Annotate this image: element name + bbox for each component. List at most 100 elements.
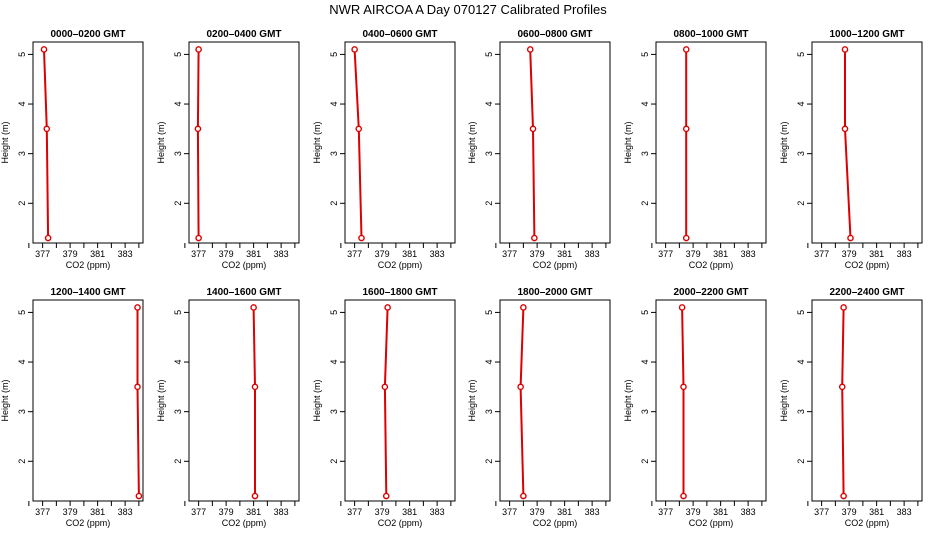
profile-point <box>680 492 687 500</box>
panel-title: 1800–2000 GMT <box>517 287 592 298</box>
profile-point <box>526 46 534 53</box>
panel-7: 1200–1400 GMT 377 379 381 383 2 3 4 5 CO2 (ppm) He… <box>0 287 144 528</box>
profile-point <box>194 125 202 133</box>
y-axis-label: Height (m) <box>779 379 789 421</box>
x-tick-label: 383 <box>430 507 445 517</box>
x-axis-label: CO2 (ppm) <box>845 518 890 528</box>
plot-frame <box>32 299 144 502</box>
profile-line <box>353 49 363 239</box>
y-axis-label: Height (m) <box>467 121 477 163</box>
profile-point <box>251 492 259 500</box>
panel-title: 0000–0200 GMT <box>50 29 125 40</box>
profile-point <box>682 46 690 53</box>
profile-point <box>840 492 847 500</box>
x-tick-label: 377 <box>814 507 829 517</box>
x-tick-label: 381 <box>402 249 417 259</box>
y-tick-label: 5 <box>329 52 339 57</box>
x-axis-label: CO2 (ppm) <box>533 260 578 270</box>
x-tick-label: 381 <box>402 507 417 517</box>
profile-line <box>841 307 845 497</box>
plot-frame <box>188 299 300 502</box>
x-tick-label: 377 <box>658 507 673 517</box>
profile-line <box>43 49 50 239</box>
x-axis-label: CO2 (ppm) <box>378 518 423 528</box>
y-tick-label: 4 <box>484 360 494 365</box>
profile-point <box>351 46 358 53</box>
profile-point <box>680 383 687 391</box>
x-tick-label: 377 <box>814 249 829 259</box>
x-tick-label: 381 <box>90 507 105 517</box>
x-tick-label: 379 <box>842 249 857 259</box>
profile-line <box>681 307 685 496</box>
y-tick-label: 4 <box>640 102 650 107</box>
plot-frame <box>499 299 611 502</box>
y-tick-label: 4 <box>796 102 806 107</box>
y-tick-label: 3 <box>173 151 183 156</box>
x-tick-label: 383 <box>274 507 289 517</box>
y-tick-label: 4 <box>796 360 806 365</box>
x-tick-label: 381 <box>90 249 105 259</box>
profile-point <box>529 125 537 133</box>
profile-line <box>252 307 256 496</box>
x-tick-label: 377 <box>347 249 362 259</box>
x-tick-label: 381 <box>713 507 728 517</box>
profile-point <box>838 383 846 391</box>
panel-6: 1000–1200 GMT 377 379 381 383 2 3 4 5 CO2 (ppm) He… <box>779 29 923 270</box>
profile-point <box>40 46 48 53</box>
panel-10: 1800–2000 GMT 377 379 381 383 2 3 4 5 CO2 (ppm) He… <box>467 287 611 528</box>
profile-line <box>196 49 200 239</box>
profile-line <box>844 49 852 239</box>
panel-8: 1400–1600 GMT 377 379 381 383 2 3 4 5 CO2 (ppm) He… <box>156 287 300 528</box>
y-tick-label: 5 <box>173 52 183 57</box>
panel-title: 1600–1800 GMT <box>362 287 437 298</box>
x-tick-label: 381 <box>246 249 261 259</box>
profile-point <box>520 304 527 311</box>
plot-frame <box>499 41 611 244</box>
panel-title: 0400–0600 GMT <box>362 29 437 40</box>
x-tick-label: 379 <box>530 249 545 259</box>
profile-point <box>678 304 686 311</box>
profile-point <box>517 383 524 391</box>
plot-frame <box>811 299 923 502</box>
x-tick-label: 377 <box>35 507 50 517</box>
y-tick-label: 4 <box>173 360 183 365</box>
y-axis-label: Height (m) <box>623 379 633 421</box>
x-axis-label: CO2 (ppm) <box>66 260 111 270</box>
y-axis-label: Height (m) <box>156 379 166 421</box>
x-axis-label: CO2 (ppm) <box>222 518 267 528</box>
profile-point <box>250 304 257 311</box>
x-tick-label: 377 <box>191 507 206 517</box>
x-tick-label: 383 <box>585 507 600 517</box>
y-axis-label: Height (m) <box>623 121 633 163</box>
x-tick-label: 383 <box>897 507 912 517</box>
profile-point <box>682 125 690 133</box>
plot-frame <box>188 41 300 244</box>
x-tick-label: 381 <box>713 249 728 259</box>
profile-point <box>384 304 391 311</box>
y-tick-label: 3 <box>640 151 650 156</box>
profile-point <box>682 234 690 242</box>
figure-title: NWR AIRCOA A Day 070127 Calibrated Profi… <box>329 2 607 17</box>
panel-12: 2200–2400 GMT 377 379 381 383 2 3 4 5 CO2 (ppm) He… <box>779 287 923 528</box>
panel-5: 0800–1000 GMT 377 379 381 383 2 3 4 5 CO2 (ppm) He… <box>623 29 767 270</box>
y-tick-label: 5 <box>796 310 806 315</box>
x-tick-label: 379 <box>63 249 78 259</box>
profile-point <box>43 125 51 133</box>
profile-point <box>381 383 389 391</box>
y-tick-label: 2 <box>173 201 183 206</box>
y-tick-label: 3 <box>173 409 183 414</box>
x-axis-label: CO2 (ppm) <box>66 518 111 528</box>
x-axis-label: CO2 (ppm) <box>845 260 890 270</box>
profile-line <box>136 307 140 497</box>
x-tick-label: 383 <box>274 249 289 259</box>
profile-point <box>44 234 52 242</box>
profile-line <box>529 49 536 239</box>
profile-point <box>195 46 202 53</box>
y-tick-label: 3 <box>329 151 339 156</box>
x-tick-label: 379 <box>375 249 390 259</box>
panel-11: 2000–2200 GMT 377 379 381 383 2 3 4 5 CO2 (ppm) He… <box>623 287 767 528</box>
panel-title: 0200–0400 GMT <box>206 29 281 40</box>
x-axis-label: CO2 (ppm) <box>222 260 267 270</box>
y-axis-label: Height (m) <box>312 121 322 163</box>
